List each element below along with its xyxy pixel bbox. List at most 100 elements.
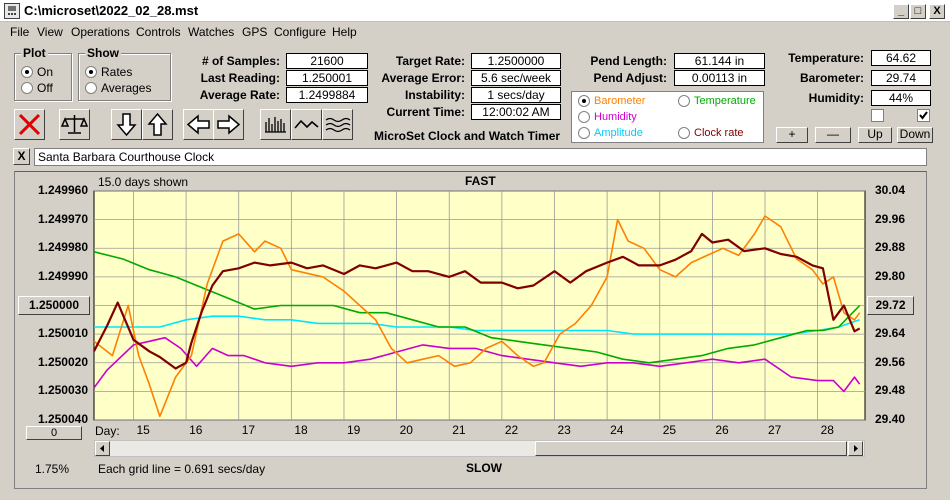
left-tick-label: 1.250030	[37, 383, 88, 398]
checkbox-left[interactable]	[871, 109, 884, 122]
legend-humidity[interactable]: Humidity	[578, 111, 637, 123]
legend-clock-rate[interactable]: Clock rate	[678, 127, 744, 139]
show-rates-radio[interactable]: Rates	[85, 65, 132, 79]
show-group-title: Show	[85, 46, 121, 60]
legend-temperature-label: Temperature	[694, 95, 756, 107]
stop-button[interactable]	[14, 109, 45, 140]
temperature-label: Temperature:	[788, 51, 864, 65]
average-rate-field: 1.2499884	[286, 87, 368, 103]
right-value-button[interactable]: 29.72	[867, 296, 914, 315]
scroll-thumb[interactable]	[535, 441, 847, 456]
radio-dot-icon	[85, 66, 97, 78]
fast-label: FAST	[465, 174, 496, 188]
arrow-up-button[interactable]	[142, 109, 173, 140]
menu-controls[interactable]: Controls	[136, 25, 181, 39]
slow-label: SLOW	[466, 461, 502, 475]
percent-label: 1.75%	[35, 462, 70, 476]
arrow-down-button[interactable]	[111, 109, 142, 140]
instability-label: Instability:	[404, 88, 465, 102]
right-tick-label: 29.80	[875, 268, 906, 283]
right-tick-label: 29.96	[875, 211, 906, 226]
scroll-left-button[interactable]	[95, 441, 110, 456]
menu-bar: File View Operations Controls Watches GP…	[0, 23, 950, 41]
average-rate-label: Average Rate:	[199, 88, 280, 102]
menu-operations[interactable]: Operations	[71, 25, 130, 39]
menu-watches[interactable]: Watches	[188, 25, 235, 39]
arrow-left-button[interactable]	[183, 109, 214, 140]
balance-button[interactable]	[59, 109, 90, 140]
show-group: Show Rates Averages	[78, 46, 171, 101]
target-rate-label: Target Rate:	[395, 54, 465, 68]
day-tick-label: 20	[399, 423, 413, 437]
triangle-right-icon	[854, 445, 858, 452]
minus-button[interactable]: —	[815, 127, 851, 143]
series-line-barometer	[93, 215, 861, 418]
close-button[interactable]: X	[929, 4, 945, 19]
line-view-button[interactable]	[291, 109, 322, 140]
scroll-right-button[interactable]	[848, 441, 863, 456]
humidity-field: 44%	[871, 90, 931, 106]
radio-dot-icon	[21, 82, 33, 94]
radio-dot-icon	[578, 111, 590, 123]
radio-dot-icon	[678, 127, 690, 139]
window-title: C:\microset\2022_02_28.mst	[24, 3, 199, 18]
menu-help[interactable]: Help	[332, 25, 357, 39]
legend-barometer[interactable]: Barometer	[578, 95, 645, 107]
series-line-amplitude	[94, 315, 860, 335]
title-bar: C:\microset\2022_02_28.mst _ □ X	[0, 0, 950, 22]
plot-group-title: Plot	[21, 46, 48, 60]
legend-amplitude[interactable]: Amplitude	[578, 127, 643, 139]
radio-dot-icon	[85, 82, 97, 94]
legend-barometer-label: Barometer	[594, 95, 646, 107]
arrow-left-icon	[186, 114, 210, 135]
samples-field: 21600	[286, 53, 368, 69]
legend-temperature[interactable]: Temperature	[678, 95, 756, 107]
bottom-value-button[interactable]: 0	[26, 426, 82, 440]
humidity-label: Humidity:	[808, 91, 864, 105]
menu-view[interactable]: View	[37, 25, 63, 39]
left-tick-label: 1.249990	[37, 268, 88, 283]
left-tick-label: 1.249980	[37, 240, 88, 255]
right-tick-label: 29.48	[875, 383, 906, 398]
show-averages-radio[interactable]: Averages	[85, 81, 151, 95]
menu-configure[interactable]: Configure	[274, 25, 327, 39]
instability-field: 1 secs/day	[471, 87, 561, 103]
plus-button[interactable]: +	[776, 127, 808, 143]
day-tick-label: 28	[820, 423, 834, 437]
barometer-field: 29.74	[871, 70, 931, 86]
left-value-button[interactable]: 1.250000	[18, 296, 90, 315]
chart-scrollbar[interactable]	[94, 440, 865, 457]
chart-panel	[14, 171, 927, 489]
down-button[interactable]: Down	[897, 127, 933, 143]
wave-view-button[interactable]	[322, 109, 353, 140]
checkbox-right[interactable]	[917, 109, 930, 122]
plot-on-radio[interactable]: On	[21, 65, 53, 79]
minimize-button[interactable]: _	[893, 4, 909, 19]
current-time-label: Current Time:	[386, 105, 465, 119]
app-icon[interactable]	[4, 3, 20, 19]
plot-group: Plot On Off	[14, 46, 72, 101]
grid-note: Each grid line = 0.691 secs/day	[98, 462, 266, 476]
day-tick-label: 22	[504, 423, 519, 437]
arrow-right-button[interactable]	[213, 109, 244, 140]
red-x-icon	[18, 113, 41, 136]
maximize-button[interactable]: □	[910, 4, 926, 19]
pend-adjust-label: Pend Adjust:	[593, 71, 667, 85]
day-tick-label: 23	[557, 423, 571, 437]
menu-gps[interactable]: GPS	[242, 25, 268, 39]
right-tick-label: 30.04	[875, 183, 906, 197]
bar-view-button[interactable]	[260, 109, 291, 140]
show-rates-label: Rates	[101, 65, 133, 79]
day-tick-label: 18	[294, 423, 308, 437]
menu-file[interactable]: File	[10, 25, 30, 39]
clock-name-field[interactable]: Santa Barbara Courthouse Clock	[34, 148, 927, 166]
series-line-clock-rate	[93, 232, 861, 370]
day-tick-label: 15	[136, 423, 150, 437]
up-button[interactable]: Up	[858, 127, 892, 143]
clear-clock-button[interactable]: X	[13, 148, 30, 165]
plot-off-radio[interactable]: Off	[21, 81, 53, 95]
right-tick-label: 29.40	[875, 412, 906, 426]
day-tick-label: 25	[662, 423, 677, 437]
day-tick-label: 26	[715, 423, 729, 437]
